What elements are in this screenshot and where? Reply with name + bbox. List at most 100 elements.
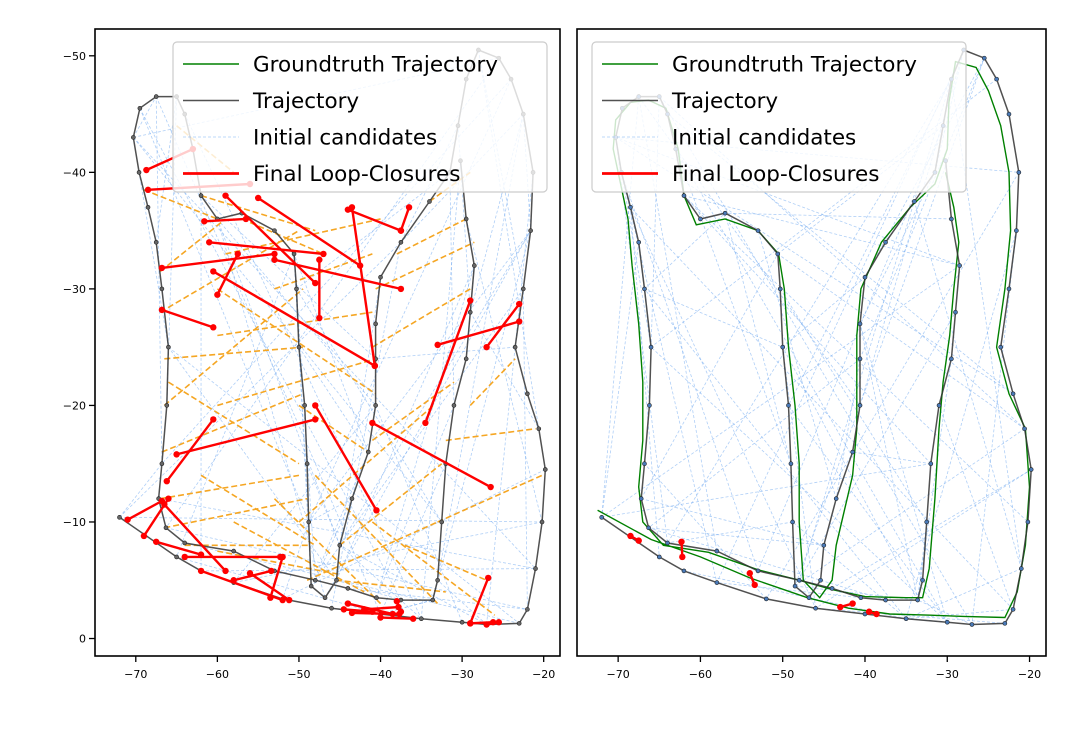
left-x-tick-label: −20 [532, 668, 555, 681]
left-trajectory-point [525, 607, 530, 612]
right-trajectory-point [1028, 467, 1034, 472]
left-loop-closure-point [389, 610, 396, 618]
right-candidate-edge [815, 607, 1005, 624]
left-candidate-edge [139, 108, 310, 523]
right-trajectory-point [1022, 426, 1027, 432]
left-trajectory-point [539, 519, 545, 525]
right-trajectory-point [818, 577, 823, 583]
left-trajectory-point [131, 135, 136, 140]
left-loop-closure [127, 499, 163, 521]
left-trajectory-point [296, 344, 302, 350]
left-candidate-edge [201, 568, 536, 572]
left-trajectory-point [272, 228, 277, 233]
left-x-tick-label: −40 [369, 668, 392, 681]
right-legend: Groundtruth Trajectory Trajectory Initial … [591, 41, 967, 193]
left-trajectory-point [536, 426, 542, 432]
left-legend-box [172, 41, 548, 193]
right-trajectory-point [953, 309, 958, 315]
left-loop-closure-point [230, 577, 237, 584]
right-candidate-edge [675, 148, 792, 464]
left-orange-candidate [339, 463, 443, 546]
left-orange-candidate [160, 474, 300, 500]
right-candidate-edge [621, 172, 759, 572]
left-loop-closure-point [377, 614, 384, 621]
left-orange-candidate [437, 474, 543, 523]
right-trajectory-point [936, 403, 942, 408]
right-trajectory-point [755, 568, 761, 574]
left-loop-closure-point [222, 567, 229, 575]
right-trajectory-point [790, 519, 795, 525]
left-y-tick-label: −10 [63, 516, 86, 529]
left-candidate-edge [119, 516, 543, 523]
right-x-tick-label: −50 [771, 668, 794, 681]
left-loop-closure [470, 621, 494, 625]
left-candidate-edge [282, 469, 546, 600]
left-loop-closure [155, 540, 202, 556]
right-candidate-edge [917, 521, 928, 601]
left-trajectory-point [525, 391, 530, 397]
left-trajectory-line [119, 49, 547, 626]
right-candidate-edge [644, 288, 907, 619]
left-candidate-edge [158, 498, 536, 569]
right-trajectory-point [903, 616, 909, 622]
left-loop-closure-point [316, 314, 323, 322]
right-trajectory-point [883, 597, 888, 603]
right-trajectory-point [775, 251, 781, 257]
left-loop-closure-point [197, 567, 205, 575]
left-y-tick-label: −50 [63, 50, 86, 63]
left-trajectory-point [137, 105, 143, 111]
right-trajectory-point [924, 519, 929, 525]
left-loop-closure-point [173, 451, 180, 458]
left-trajectory-point [373, 403, 378, 408]
left-loop-closure-point [271, 256, 278, 263]
left-candidate-edge [217, 218, 376, 406]
right-trajectory-point [788, 461, 794, 467]
right-trajectory-point [998, 344, 1004, 350]
left-candidate-edge [310, 451, 369, 587]
right-candidate-edge [725, 212, 952, 220]
left-loop-closure-point [369, 419, 376, 427]
left-trajectory-point [136, 170, 142, 175]
right-loop-closure-point [751, 581, 758, 589]
left-candidate-edge [376, 405, 455, 598]
right-candidate-edge [815, 469, 1032, 609]
right-legend-label: Groundtruth Trajectory [672, 53, 917, 78]
left-trajectory-point [294, 286, 299, 292]
right-trajectory-point [681, 568, 687, 574]
left-orange-candidate [200, 194, 316, 232]
right-trajectory-point [833, 496, 839, 501]
right-trajectory-point [949, 216, 954, 222]
left-loop-closure [216, 253, 239, 296]
right-candidate-edge [782, 346, 918, 601]
right-candidate-edge [630, 207, 816, 609]
left-trajectory-point [533, 566, 538, 571]
right-candidate-edge [638, 96, 718, 552]
right-trajectory-point [714, 548, 720, 554]
left-trajectory-point [291, 251, 297, 257]
right-trajectory-point [850, 449, 855, 455]
left-loop-closure-point [158, 306, 166, 314]
right-candidate-edge [716, 582, 861, 599]
right-trajectory-point [883, 239, 888, 245]
left-orange-candidate [396, 218, 467, 255]
left-loop-closure-point [516, 300, 523, 308]
left-candidate-edge [282, 521, 310, 600]
left-orange-candidate [274, 253, 373, 290]
right-candidate-edge [905, 230, 1017, 619]
left-loop-closure [209, 241, 324, 256]
left-loop-closure-point [397, 227, 405, 234]
left-candidate-edge [168, 346, 520, 624]
right-candidate-edge [615, 137, 668, 544]
right-trajectory-point [821, 542, 827, 548]
left-trajectory-point [520, 286, 526, 292]
right-legend-label: Final Loop-Closures [672, 162, 879, 187]
left-trajectory-point [373, 321, 378, 327]
left-orange-candidate [371, 521, 496, 616]
left-loop-closure-point [483, 621, 490, 628]
left-loop-closure-point [361, 606, 368, 613]
right-candidate-edge [644, 212, 726, 290]
left-candidate-edge [133, 137, 536, 569]
left-loop-closure [347, 208, 402, 232]
right-loop-closure-point [627, 532, 634, 540]
left-loop-closure [176, 418, 316, 456]
